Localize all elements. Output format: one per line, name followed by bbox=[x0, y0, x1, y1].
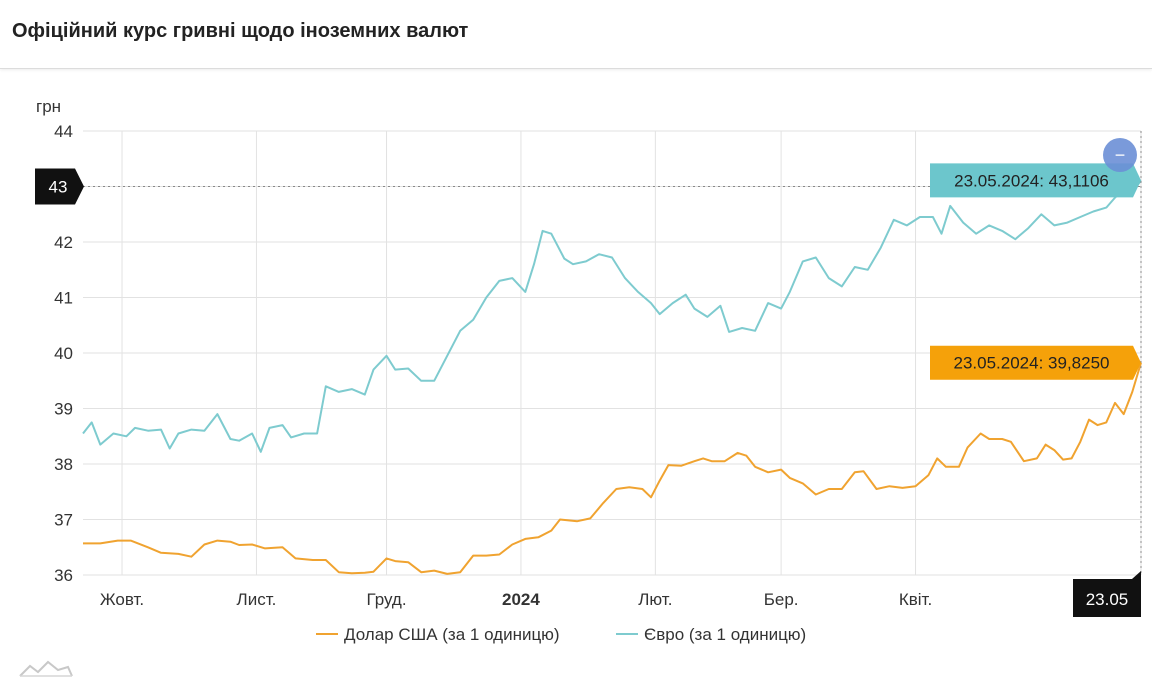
x-tick-label: Лист. bbox=[237, 590, 277, 609]
y-axis-labels: 36 37 38 39 40 41 42 44 bbox=[54, 122, 73, 585]
x-tick-label: 2024 bbox=[502, 590, 540, 609]
chart-lines bbox=[82, 179, 1142, 575]
tooltip-box-0 bbox=[930, 345, 1141, 380]
svg-text:−: − bbox=[1115, 145, 1126, 165]
y-tick-label: 40 bbox=[54, 344, 73, 363]
crosshair-y-badge bbox=[35, 168, 84, 205]
chart-legend[interactable]: Долар США (за 1 одиницю) Євро (за 1 одини… bbox=[316, 625, 806, 644]
chart-grid bbox=[83, 130, 1142, 576]
crosshair-x-badge bbox=[1073, 571, 1141, 617]
series-line-1 bbox=[82, 179, 1142, 453]
y-tick-label: 39 bbox=[54, 400, 73, 419]
x-tick-label: Груд. bbox=[366, 590, 406, 609]
exchange-rate-chart: грн Жовт. Лист. Груд. 2024 Лют. Бер. Квіт. 363… bbox=[35, 97, 1142, 644]
y-tick-label: 36 bbox=[54, 566, 73, 585]
series-line-0 bbox=[83, 362, 1142, 575]
x-axis-labels: Жовт. Лист. Груд. 2024 Лют. Бер. Квіт. bbox=[100, 590, 932, 609]
y-tick-label: 38 bbox=[54, 455, 73, 474]
tooltips: 23.05.2024: 39,8250 23.05.2024: 43,1106 bbox=[930, 163, 1141, 380]
zoom-out-icon[interactable] bbox=[1103, 138, 1137, 172]
x-tick-label: Лют. bbox=[638, 590, 672, 609]
y-tick-label: 42 bbox=[54, 233, 73, 252]
page-header: Офіційний курс гривні щодо іноземних вал… bbox=[0, 0, 1152, 69]
y-axis-label: грн bbox=[36, 97, 61, 116]
x-tick-label: Квіт. bbox=[899, 590, 932, 609]
tooltip-text-0: 23.05.2024: 39,8250 bbox=[954, 354, 1110, 373]
x-tick-label: Жовт. bbox=[100, 590, 144, 609]
y-tick-label: 37 bbox=[54, 511, 73, 530]
crosshair-x-label: 23.05 bbox=[1086, 590, 1129, 609]
brand-logo-icon bbox=[19, 660, 73, 677]
y-tick-label: 44 bbox=[54, 122, 73, 141]
page-title: Офіційний курс гривні щодо іноземних вал… bbox=[12, 20, 469, 42]
tooltip-box-1 bbox=[930, 163, 1141, 198]
y-tick-label: 41 bbox=[54, 289, 73, 308]
x-tick-label: Бер. bbox=[764, 590, 799, 609]
legend-label-0: Долар США (за 1 одиницю) bbox=[344, 625, 560, 644]
legend-label-1: Євро (за 1 одиницю) bbox=[644, 625, 806, 644]
zoom-out-button[interactable]: − bbox=[1103, 138, 1137, 172]
tooltip-text-1: 23.05.2024: 43,1106 bbox=[954, 171, 1109, 190]
crosshair-y-label: 43 bbox=[49, 178, 68, 197]
